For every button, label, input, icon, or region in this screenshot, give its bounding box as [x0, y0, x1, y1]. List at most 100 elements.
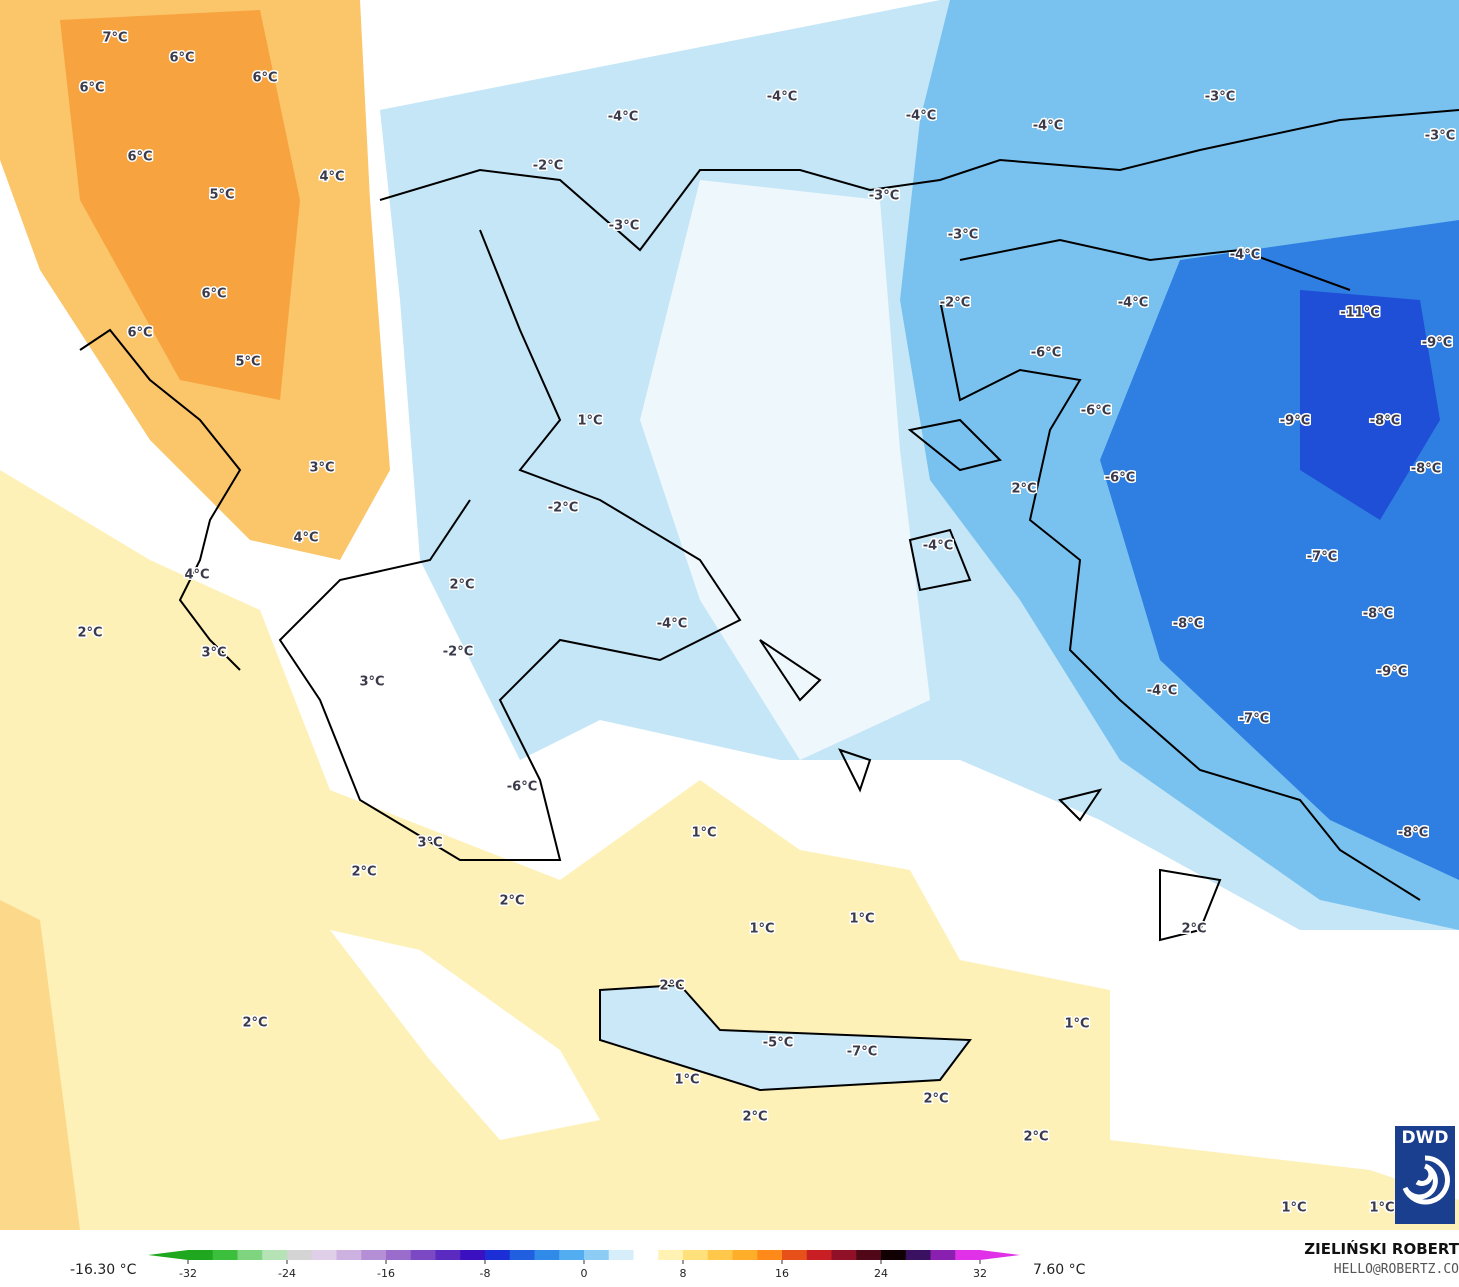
- temperature-label: 2°C: [923, 1092, 948, 1107]
- temperature-label: 3°C: [359, 675, 384, 690]
- colorbar-segment: [509, 1250, 535, 1260]
- colorbar-segment: [658, 1250, 684, 1260]
- colorbar-segment: [683, 1250, 709, 1260]
- colorbar-segment: [410, 1250, 436, 1260]
- temperature-label: 2°C: [77, 626, 102, 641]
- colorbar-segment: [856, 1250, 882, 1260]
- temperature-label: 4°C: [319, 170, 344, 185]
- colorbar-segment: [782, 1250, 808, 1260]
- logo: DWD: [1395, 1126, 1455, 1224]
- temperature-label: -8°C: [1363, 607, 1393, 622]
- temperature-label: -2°C: [443, 645, 473, 660]
- temperature-label: -7°C: [1307, 550, 1337, 565]
- temperature-label: -4°C: [1230, 248, 1260, 263]
- colorbar-segment: [311, 1250, 337, 1260]
- colorbar-segment: [806, 1250, 832, 1260]
- temperature-label: 1°C: [577, 414, 602, 429]
- temperature-label: -4°C: [1147, 684, 1177, 699]
- colorbar-segment: [930, 1250, 956, 1260]
- temperature-label: 3°C: [309, 461, 334, 476]
- neutral-sea: [640, 180, 930, 760]
- temperature-label: 2°C: [1023, 1130, 1048, 1145]
- temperature-label: 1°C: [691, 826, 716, 841]
- temperature-label: -6°C: [1105, 471, 1135, 486]
- temperature-label: -11°C: [1340, 306, 1380, 321]
- coastline: [939, 299, 1421, 901]
- temperature-label: 6°C: [79, 81, 104, 96]
- temperature-label: -3°C: [1205, 90, 1235, 105]
- colorbar-segment: [237, 1250, 263, 1260]
- min-label: -16.30 °C: [70, 1262, 137, 1278]
- colorbar-segment: [584, 1250, 610, 1260]
- temperature-label: -9°C: [1422, 336, 1452, 351]
- temperature-label: 7°C: [102, 31, 127, 46]
- temperature-label: 1°C: [849, 912, 874, 927]
- colorbar-segment: [460, 1250, 486, 1260]
- colorbar-tick-label: -32: [179, 1267, 197, 1280]
- colorbar-segment: [905, 1250, 931, 1260]
- temperature-label: 4°C: [184, 568, 209, 583]
- temperature-label: -2°C: [548, 501, 578, 516]
- temperature-label: -2°C: [940, 296, 970, 311]
- temperature-label: 2°C: [1181, 922, 1206, 937]
- island: [599, 983, 972, 1092]
- temperature-label: 1°C: [1064, 1017, 1089, 1032]
- temperature-label: 5°C: [235, 355, 260, 370]
- colorbar-end: [148, 1250, 188, 1260]
- temperature-label: -4°C: [906, 109, 936, 124]
- colorbar-tick-label: -8: [480, 1267, 491, 1280]
- colorbar-segment: [361, 1250, 387, 1260]
- max-label: 7.60 °C: [1033, 1262, 1086, 1278]
- temperature-label: -4°C: [1033, 119, 1063, 134]
- colorbar-segment: [287, 1250, 313, 1260]
- colorbar-segment: [188, 1250, 214, 1260]
- temperature-label: 4°C: [293, 531, 318, 546]
- colorbar-end: [980, 1250, 1020, 1260]
- colorbar-segment: [633, 1250, 659, 1260]
- colorbar-tick-label: -24: [278, 1267, 296, 1280]
- temperature-label: -4°C: [1118, 296, 1148, 311]
- temperature-label: 3°C: [417, 836, 442, 851]
- colorbar-segment: [262, 1250, 288, 1260]
- colorbar-segment: [757, 1250, 783, 1260]
- temperature-label: -6°C: [507, 780, 537, 795]
- temperature-label: -4°C: [657, 617, 687, 632]
- temperature-label: -8°C: [1370, 414, 1400, 429]
- temperature-label: 2°C: [742, 1110, 767, 1125]
- temperature-label: 6°C: [201, 287, 226, 302]
- temperature-label: -9°C: [1377, 665, 1407, 680]
- temperature-label: 1°C: [1281, 1201, 1306, 1216]
- colorbar-segment: [386, 1250, 412, 1260]
- temperature-label: 2°C: [351, 865, 376, 880]
- colorbar-segment: [732, 1250, 758, 1260]
- temperature-label: 6°C: [127, 326, 152, 341]
- cold-core: [1300, 290, 1440, 520]
- colorbar-segment: [831, 1250, 857, 1260]
- temperature-label: -7°C: [847, 1045, 877, 1060]
- coastline: [379, 109, 1459, 252]
- temperature-label: 6°C: [169, 51, 194, 66]
- temperature-label: -3°C: [1425, 129, 1455, 144]
- temperature-label: -3°C: [869, 189, 899, 204]
- temperature-label: 1°C: [1369, 1201, 1394, 1216]
- temperature-label: 6°C: [127, 150, 152, 165]
- temperature-label: 2°C: [242, 1016, 267, 1031]
- warm-sea: [0, 470, 1459, 1230]
- colorbar-tick-label: 16: [775, 1267, 789, 1280]
- colorbar-tick-label: -16: [377, 1267, 395, 1280]
- colorbar-tick-label: 8: [680, 1267, 687, 1280]
- temperature-label: -3°C: [609, 219, 639, 234]
- temperature-label: -5°C: [763, 1036, 793, 1051]
- temperature-label: -7°C: [1239, 712, 1269, 727]
- temperature-label: -8°C: [1398, 826, 1428, 841]
- temperature-label: -8°C: [1173, 617, 1203, 632]
- warm-zone: [0, 900, 80, 1230]
- colorbar-segment: [485, 1250, 511, 1260]
- logo-text: DWD: [1401, 1128, 1449, 1148]
- colorbar-segment: [212, 1250, 238, 1260]
- island: [759, 418, 1222, 942]
- colorbar-segment: [336, 1250, 362, 1260]
- temperature-label: -4°C: [608, 110, 638, 125]
- temperature-label: 2°C: [499, 894, 524, 909]
